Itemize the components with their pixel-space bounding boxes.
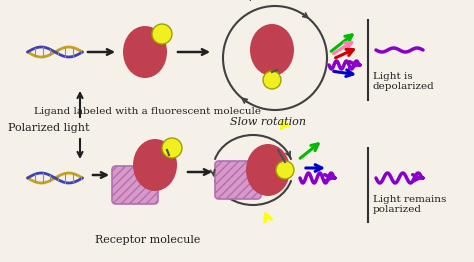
FancyBboxPatch shape [215,161,261,199]
Text: Light remains
polarized: Light remains polarized [373,195,447,214]
Circle shape [152,24,172,44]
FancyBboxPatch shape [112,166,158,204]
Ellipse shape [123,26,167,78]
Text: Rapid rotation: Rapid rotation [234,0,316,1]
Circle shape [263,71,281,89]
Text: Receptor molecule: Receptor molecule [95,235,201,245]
Ellipse shape [250,24,294,76]
Text: Slow rotation: Slow rotation [230,117,306,127]
Ellipse shape [246,144,290,196]
Circle shape [162,138,182,158]
Circle shape [276,161,294,179]
Text: Ligand labeled with a fluorescent molecule: Ligand labeled with a fluorescent molecu… [35,107,262,117]
Text: Polarized light: Polarized light [8,123,90,133]
Text: Light is
depolarized: Light is depolarized [373,72,435,91]
Ellipse shape [133,139,177,191]
